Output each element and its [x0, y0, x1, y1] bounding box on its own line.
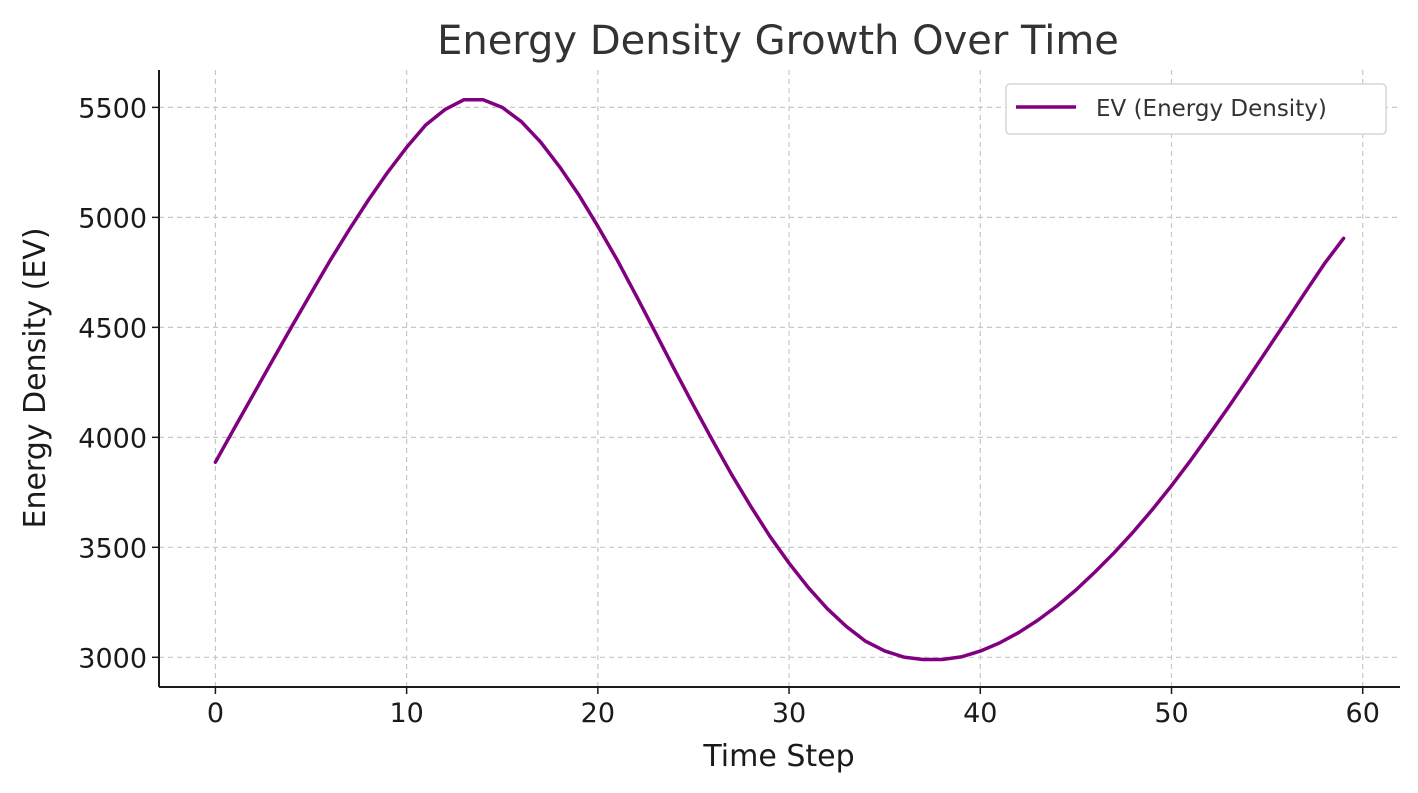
data-point	[673, 368, 675, 370]
data-point	[769, 535, 771, 537]
data-point	[1113, 552, 1115, 554]
data-point	[1075, 589, 1077, 591]
data-point	[482, 99, 484, 101]
data-point	[998, 642, 1000, 644]
y-tick-label: 3500	[78, 533, 147, 564]
data-point	[387, 172, 388, 173]
data-point	[693, 404, 694, 406]
data-point	[1018, 632, 1019, 634]
data-point	[310, 292, 312, 294]
data-point	[1285, 320, 1287, 322]
data-point	[291, 325, 293, 327]
data-point	[272, 359, 274, 361]
legend: EV (Energy Density)	[1005, 83, 1387, 135]
data-point	[1132, 531, 1134, 533]
x-tick-label: 30	[772, 698, 806, 729]
data-point	[826, 608, 828, 610]
data-point	[559, 166, 561, 168]
data-point	[406, 146, 408, 148]
data-point	[234, 427, 235, 429]
data-point	[845, 626, 847, 627]
x-axis-ticks: 0 10 20 30 40 50 60	[207, 687, 1380, 729]
data-point	[960, 656, 962, 658]
data-point	[348, 229, 350, 230]
data-point	[884, 650, 886, 652]
data-point	[597, 225, 599, 227]
data-point	[1304, 291, 1306, 293]
data-point	[578, 194, 580, 196]
plot-area	[213, 97, 1346, 662]
chart-title: Energy Density Growth Over Time	[437, 18, 1119, 64]
data-point	[979, 650, 981, 652]
x-tick-label: 40	[963, 698, 997, 729]
data-point	[807, 586, 809, 588]
data-point	[444, 109, 446, 111]
data-point	[616, 259, 618, 261]
data-point	[501, 106, 503, 108]
data-point	[654, 331, 656, 333]
data-point	[1037, 619, 1039, 621]
data-point	[1209, 433, 1211, 435]
data-point	[635, 295, 637, 296]
data-point	[1151, 509, 1153, 510]
y-tick-label: 5500	[78, 93, 147, 124]
data-point	[1266, 349, 1268, 351]
data-point	[712, 440, 714, 442]
data-point	[425, 124, 427, 126]
y-tick-label: 5000	[78, 203, 147, 234]
x-tick-label: 0	[207, 698, 224, 729]
data-point	[1324, 263, 1325, 265]
y-axis-ticks: 3000 3500 4000 4500 5000 5500	[78, 93, 159, 674]
data-point	[329, 260, 331, 261]
data-point	[463, 99, 465, 101]
data-point	[253, 393, 255, 395]
data-point	[1056, 605, 1058, 607]
y-tick-label: 3000	[78, 643, 147, 674]
data-point	[941, 659, 943, 660]
data-point	[1228, 406, 1230, 407]
data-point	[520, 121, 522, 123]
x-tick-label: 60	[1346, 698, 1380, 729]
axes	[158, 70, 1400, 688]
grid-lines	[159, 70, 1400, 687]
data-point	[540, 141, 541, 143]
data-point	[1171, 485, 1172, 487]
x-tick-label: 10	[389, 698, 423, 729]
data-point	[1247, 377, 1249, 379]
y-axis-label: Energy Density (EV)	[18, 227, 53, 528]
data-point	[1094, 571, 1096, 573]
data-point	[903, 656, 905, 658]
data-point	[214, 461, 216, 463]
data-point	[922, 659, 924, 660]
x-axis-label: Time Step	[702, 739, 854, 774]
data-point	[367, 199, 369, 201]
y-tick-label: 4000	[78, 423, 147, 454]
data-point	[750, 505, 752, 507]
y-tick-label: 4500	[78, 313, 147, 344]
x-tick-label: 50	[1154, 698, 1188, 729]
series-line	[213, 97, 1346, 662]
data-point	[788, 562, 790, 564]
x-tick-label: 20	[581, 698, 615, 729]
data-point	[1190, 459, 1192, 461]
data-point	[1343, 237, 1345, 239]
legend-box	[1005, 83, 1387, 135]
data-point	[731, 474, 733, 476]
legend-label: EV (Energy Density)	[1096, 96, 1327, 122]
data-point	[865, 640, 866, 642]
